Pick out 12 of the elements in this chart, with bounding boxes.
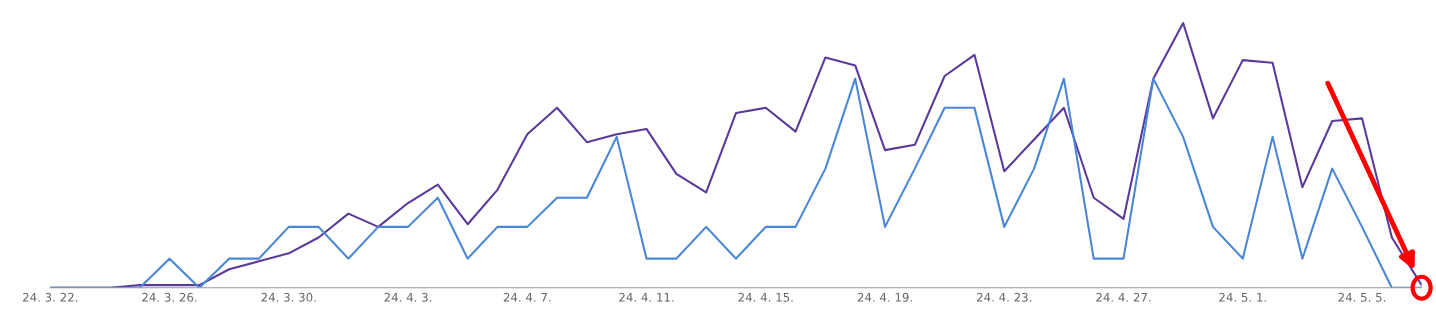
x-tick-label: 24. 3. 26.	[142, 292, 197, 302]
x-tick-label: 24. 4. 27.	[1096, 292, 1151, 302]
x-tick-label: 24. 4. 23.	[976, 292, 1032, 302]
x-tick-label: 24. 3. 22.	[22, 292, 78, 302]
x-tick-label: 24. 4. 7.	[503, 292, 551, 302]
x-tick-label: 24. 5. 5.	[1338, 292, 1386, 302]
x-tick-label: 24. 4. 19.	[857, 292, 912, 302]
x-tick-label: 24. 4. 3.	[384, 292, 432, 302]
x-tick-label: 24. 4. 11.	[619, 292, 674, 302]
x-tick-label: 24. 4. 15.	[738, 292, 793, 302]
x-tick-label: 24. 5. 1.	[1219, 292, 1266, 302]
x-tick-label: 24. 3. 30.	[261, 292, 316, 302]
